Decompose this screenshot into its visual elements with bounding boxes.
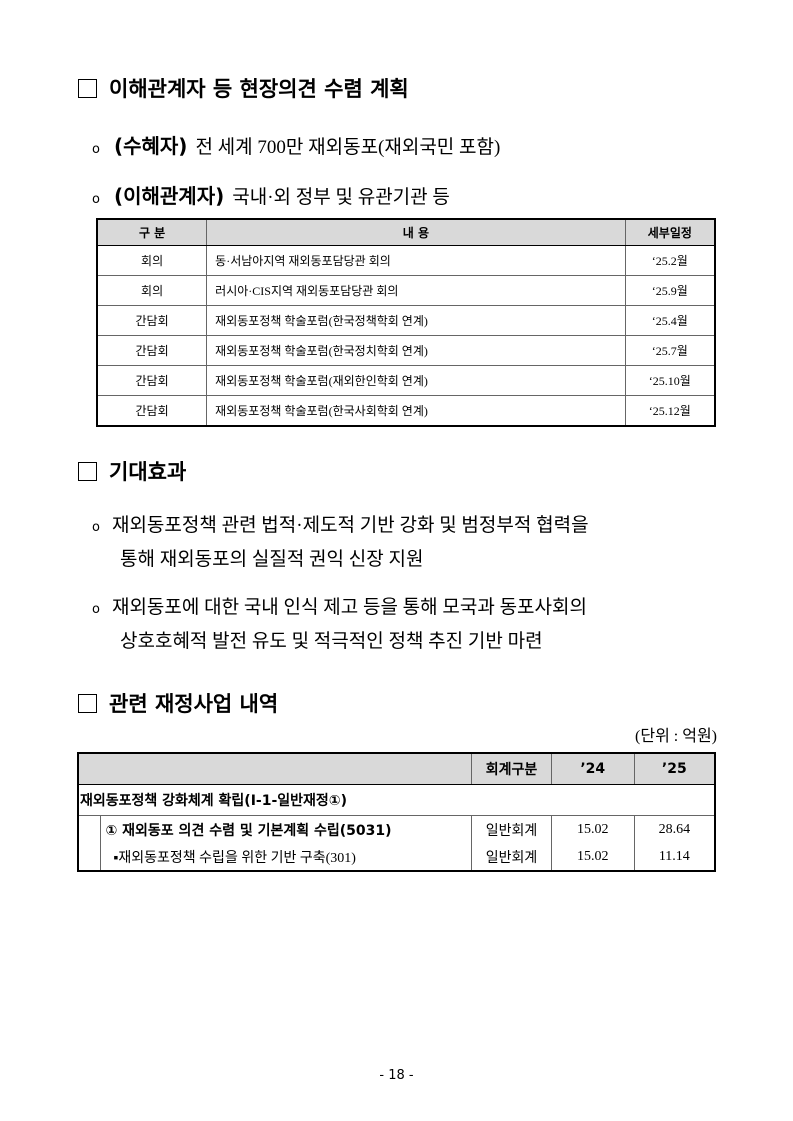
- type-cell: 회의: [96, 245, 208, 276]
- program-row: 재외동포정책 강화체계 확립(Ⅰ-1-일반재정①): [77, 784, 716, 816]
- bullet-text: 통해 재외동포의 실질적 권익 신장 지원: [120, 549, 424, 570]
- header-cell: 회계구분: [471, 752, 552, 785]
- table-row: 간담회 재외동포정책 학술포럼(한국정책학회 연계) ‘25.4월: [96, 305, 716, 336]
- header-cell: ’24: [550, 752, 635, 785]
- bullet-beneficiaries: o (수혜자) 전 세계 700만 재외동포(재외국민 포함): [92, 130, 500, 159]
- effect-bullet: o 재외동포정책 관련 법적·제도적 기반 강화 및 범정부적 협력을 통해 재외…: [92, 510, 722, 576]
- section-heading-stakeholders: 이해관계자 등 현장의견 수렴 계획: [78, 73, 409, 103]
- header-cell: ’25: [633, 752, 716, 785]
- indent-cell: [77, 815, 102, 872]
- budget-table: 회계구분 ’24 ’25 재외동포정책 강화체계 확립(Ⅰ-1-일반재정①) ①…: [77, 752, 716, 872]
- bullet-text: 상호호혜적 발전 유도 및 적극적인 정책 추진 기반 마련: [120, 631, 543, 652]
- type-cell: 간담회: [96, 335, 208, 366]
- schedule-cell: ‘25.4월: [624, 305, 716, 336]
- bullet-text: 국내·외 정부 및 유관기관 등: [232, 187, 450, 208]
- header-cell: 내 용: [206, 218, 626, 246]
- value-2024: 15.02: [550, 815, 635, 843]
- header-cell: 세부일정: [624, 218, 716, 246]
- heading-text: 기대효과: [109, 460, 187, 484]
- header-cell: [77, 752, 473, 785]
- table-row: ▪재외동포정책 수립을 위한 기반 구축(301) 일반회계 15.02 11.…: [78, 843, 716, 872]
- bullet-label: (수혜자): [113, 134, 188, 158]
- schedule-cell: ‘25.2월: [624, 245, 716, 276]
- schedule-cell: ‘25.7월: [624, 335, 716, 366]
- table-row: 간담회 재외동포정책 학술포럼(재외한인학회 연계) ‘25.10월: [96, 365, 716, 396]
- table-header-row: 구 분 내 용 세부일정: [96, 218, 716, 246]
- table-row: 회의 동·서남아지역 재외동포담당관 회의 ‘25.2월: [96, 245, 716, 276]
- schedule-cell: ‘25.9월: [624, 275, 716, 306]
- content-cell: 재외동포정책 학술포럼(한국정책학회 연계): [206, 305, 626, 336]
- schedule-table: 구 분 내 용 세부일정 회의 동·서남아지역 재외동포담당관 회의 ‘25.2월 회…: [96, 218, 716, 427]
- page-number: - 18 -: [379, 1068, 414, 1083]
- content-cell: 동·서남아지역 재외동포담당관 회의: [206, 245, 626, 276]
- type-cell: 간담회: [96, 365, 208, 396]
- schedule-cell: ‘25.10월: [624, 365, 716, 396]
- heading-text: 이해관계자 등 현장의견 수렴 계획: [109, 77, 409, 101]
- bullet-text: 전 세계 700만 재외동포(재외국민 포함): [195, 137, 501, 158]
- type-cell: 회의: [96, 275, 208, 306]
- type-cell: 간담회: [96, 305, 208, 336]
- square-bullet-icon: [78, 693, 97, 713]
- circle-bullet-icon: o: [92, 142, 100, 157]
- value-2025: 11.14: [633, 843, 716, 872]
- header-cell: 구 분: [96, 218, 208, 246]
- value-2024: 15.02: [550, 843, 635, 872]
- account-cell: 일반회계: [471, 815, 552, 843]
- bullet-text: 재외동포정책 관련 법적·제도적 기반 강화 및 범정부적 협력을: [111, 515, 589, 536]
- bullet-text: 재외동포에 대한 국내 인식 제고 등을 통해 모국과 동포사회의: [111, 597, 587, 618]
- program-name: 재외동포정책 강화체계 확립(Ⅰ-1-일반재정①): [77, 784, 716, 816]
- bullet-label: (이해관계자): [113, 184, 225, 208]
- content-cell: 재외동포정책 학술포럼(재외한인학회 연계): [206, 365, 626, 396]
- content-cell: 재외동포정책 학술포럼(한국사회학회 연계): [206, 395, 626, 427]
- subproject-name: ▪재외동포정책 수립을 위한 기반 구축(301): [100, 843, 473, 872]
- section-heading-expected-effects: 기대효과: [78, 456, 186, 486]
- content-cell: 러시아·CIS지역 재외동포담당관 회의: [206, 275, 626, 306]
- table-row: 회의 러시아·CIS지역 재외동포담당관 회의 ‘25.9월: [96, 275, 716, 306]
- effect-bullet: o 재외동포에 대한 국내 인식 제고 등을 통해 모국과 동포사회의 상호호혜적…: [92, 592, 722, 658]
- table-row: 간담회 재외동포정책 학술포럼(한국사회학회 연계) ‘25.12월: [96, 395, 716, 427]
- bullet-stakeholders: o (이해관계자) 국내·외 정부 및 유관기관 등: [92, 180, 450, 209]
- circle-bullet-icon: o: [92, 520, 100, 535]
- content-cell: 재외동포정책 학술포럼(한국정치학회 연계): [206, 335, 626, 366]
- square-bullet-icon: [78, 461, 97, 481]
- unit-label: (단위 : 억원): [635, 728, 717, 745]
- value-2025: 28.64: [633, 815, 716, 843]
- table-header-row: 회계구분 ’24 ’25: [77, 752, 716, 785]
- project-name: ① 재외동포 의견 수렴 및 기본계획 수립(5031): [100, 815, 473, 843]
- heading-text: 관련 재정사업 내역: [109, 692, 279, 716]
- circle-bullet-icon: o: [92, 192, 100, 207]
- type-cell: 간담회: [96, 395, 208, 427]
- schedule-cell: ‘25.12월: [624, 395, 716, 427]
- account-cell: 일반회계: [471, 843, 552, 872]
- circle-bullet-icon: o: [92, 602, 100, 617]
- table-row: 간담회 재외동포정책 학술포럼(한국정치학회 연계) ‘25.7월: [96, 335, 716, 366]
- square-bullet-icon: [78, 78, 97, 98]
- section-heading-budget: 관련 재정사업 내역: [78, 688, 278, 718]
- table-row: ① 재외동포 의견 수렴 및 기본계획 수립(5031) 일반회계 15.02 …: [77, 815, 716, 872]
